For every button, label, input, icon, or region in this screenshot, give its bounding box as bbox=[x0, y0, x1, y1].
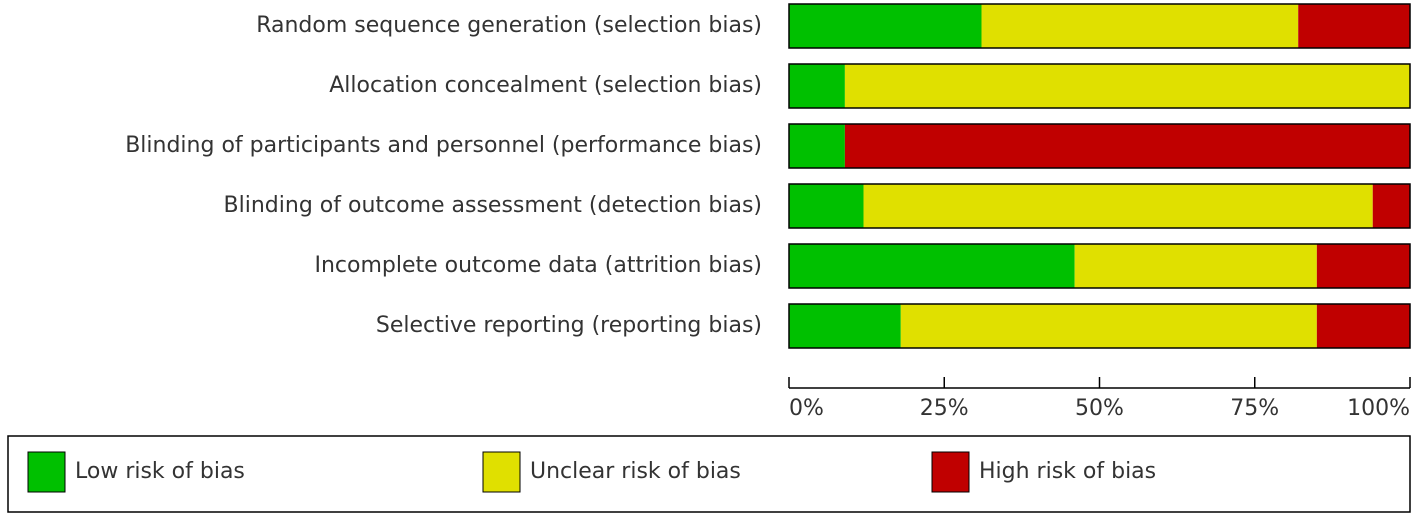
bar-segment bbox=[1074, 244, 1317, 288]
bar-outline bbox=[788, 123, 1411, 169]
x-tick-label: 50% bbox=[1075, 396, 1124, 421]
bar-segment bbox=[789, 184, 864, 228]
bar-outline bbox=[788, 183, 1411, 229]
legend-label: High risk of bias bbox=[979, 459, 1156, 484]
legend-box bbox=[7, 435, 1411, 513]
category-label: Blinding of outcome assessment (detectio… bbox=[224, 193, 762, 218]
bar-segment bbox=[863, 184, 1373, 228]
bar-segment bbox=[844, 124, 1410, 168]
bar-segment bbox=[789, 64, 845, 108]
bar-segment bbox=[1316, 304, 1410, 348]
category-label: Incomplete outcome data (attrition bias) bbox=[315, 253, 763, 278]
legend-label: Unclear risk of bias bbox=[530, 459, 741, 484]
bar-segment bbox=[900, 304, 1317, 348]
x-tick-label: 25% bbox=[920, 396, 969, 421]
bar-segment bbox=[1372, 184, 1410, 228]
legend-swatch bbox=[931, 451, 970, 493]
category-label: Selective reporting (reporting bias) bbox=[376, 313, 762, 338]
x-tick-label: 75% bbox=[1230, 396, 1279, 421]
bar-outline bbox=[788, 63, 1411, 109]
x-tick-label: 100% bbox=[1347, 396, 1410, 421]
category-label: Random sequence generation (selection bi… bbox=[256, 13, 762, 38]
bar-outline bbox=[788, 303, 1411, 349]
bar-segment bbox=[789, 304, 901, 348]
legend-swatch bbox=[482, 451, 521, 493]
bar-segment bbox=[844, 64, 1410, 108]
bar-outline bbox=[788, 3, 1411, 49]
x-tick-label: 0% bbox=[789, 396, 824, 421]
bar-outline bbox=[788, 243, 1411, 289]
category-label: Blinding of participants and personnel (… bbox=[125, 133, 762, 158]
bar-segment bbox=[981, 4, 1299, 48]
bar-segment bbox=[789, 4, 982, 48]
bar-segment bbox=[789, 244, 1075, 288]
bar-segment bbox=[789, 124, 845, 168]
legend-label: Low risk of bias bbox=[75, 459, 245, 484]
legend-swatch bbox=[27, 451, 66, 493]
bar-segment bbox=[1298, 4, 1410, 48]
bar-segment bbox=[1316, 244, 1410, 288]
category-label: Allocation concealment (selection bias) bbox=[329, 73, 762, 98]
